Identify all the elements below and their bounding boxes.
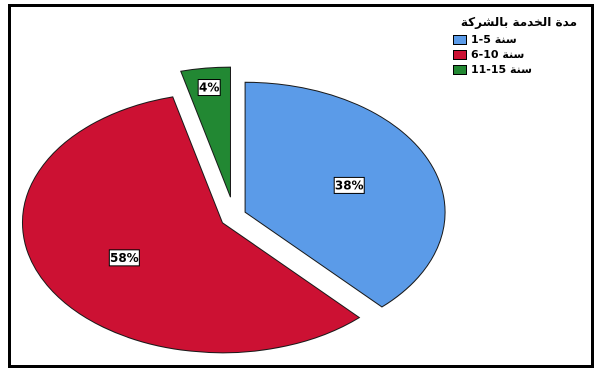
legend-swatch	[453, 64, 467, 75]
legend-title: مدة الخدمة بالشركة	[460, 15, 577, 29]
pie-slice-2	[22, 96, 361, 354]
legend-label: 1-5 سنة	[471, 33, 517, 46]
pie-chart: 38% 58% 4%	[22, 66, 446, 354]
legend-label: 11-15 سنة	[471, 63, 532, 76]
legend-item-1: 1-5 سنة	[427, 32, 577, 47]
legend-item-2: 6-10 سنة	[427, 47, 577, 62]
legend-item-3: 11-15 سنة	[427, 62, 577, 77]
legend-items: 1-5 سنة 6-10 سنة 11-15 سنة	[427, 32, 577, 77]
legend-swatch	[453, 49, 467, 60]
legend: مدة الخدمة بالشركة 1-5 سنة 6-10 سنة 11-15 …	[427, 15, 577, 77]
legend-label: 6-10 سنة	[471, 48, 525, 61]
pie-slice-3	[180, 66, 231, 198]
slice-label-2: 58%	[108, 249, 140, 267]
pie-slice-1	[244, 81, 446, 308]
slice-label-1: 38%	[333, 176, 365, 194]
slice-label-3: 4%	[197, 79, 221, 97]
chart-frame: 38% 58% 4% مدة الخدمة بالشركة 1-5 سنة 6-10 …	[8, 4, 594, 368]
svg-text:4%: 4%	[199, 81, 219, 95]
svg-text:38%: 38%	[335, 178, 364, 192]
svg-text:58%: 58%	[110, 251, 139, 265]
legend-swatch	[453, 34, 467, 45]
